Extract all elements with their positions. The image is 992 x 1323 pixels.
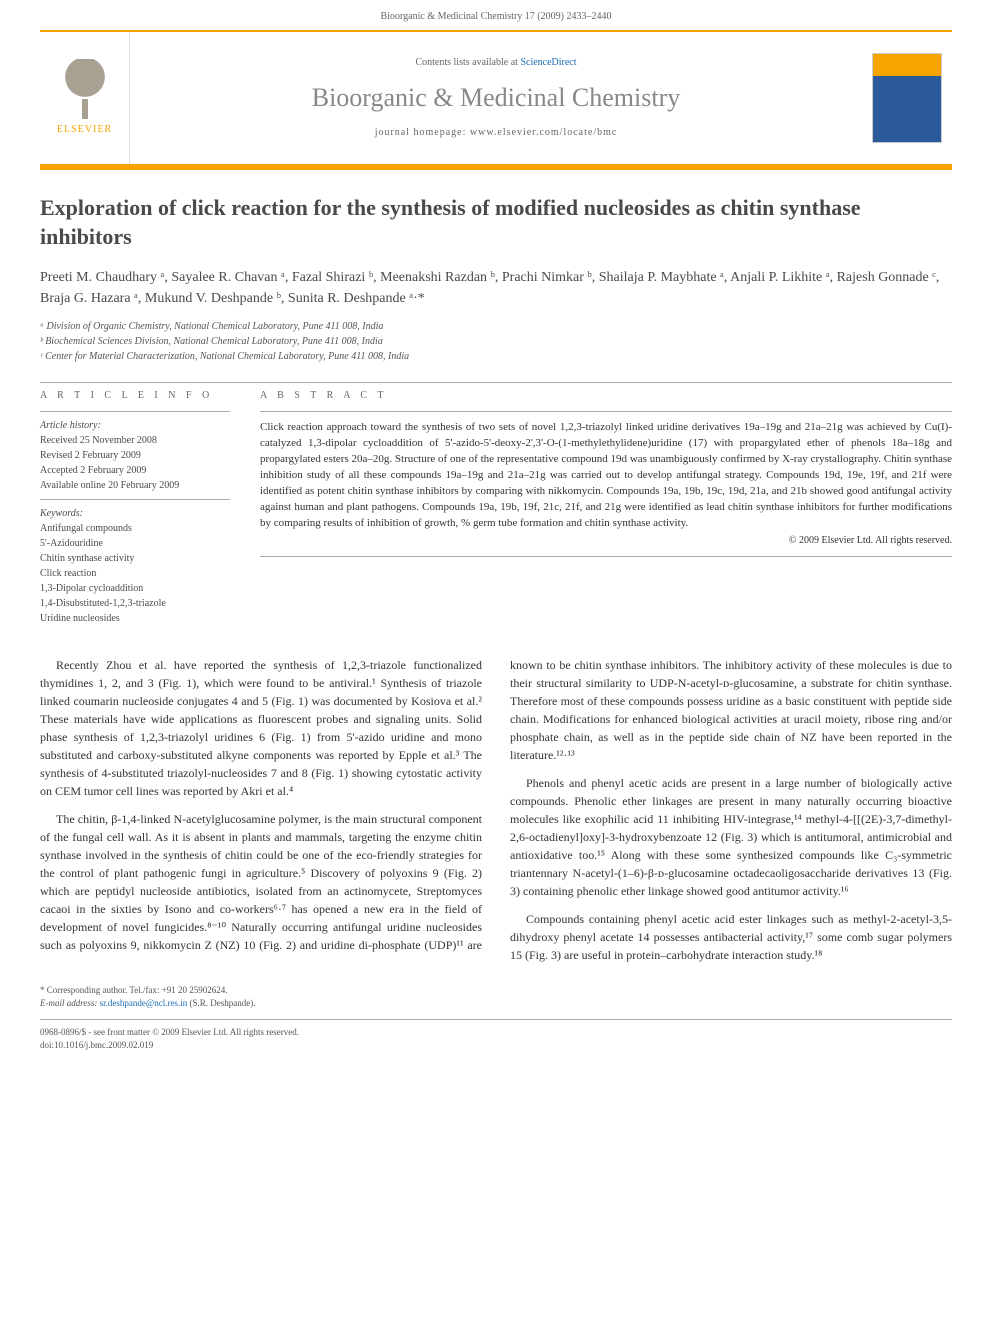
keyword-item: Click reaction [40, 566, 230, 581]
article-body: Recently Zhou et al. have reported the s… [40, 656, 952, 964]
footer-right [514, 1026, 952, 1051]
journal-cover-thumbnail [872, 53, 942, 143]
abstract-body: Click reaction approach toward the synth… [260, 411, 952, 557]
keyword-item: Antifungal compounds [40, 521, 230, 536]
body-paragraph-3: Phenols and phenyl acetic acids are pres… [510, 774, 952, 900]
history-label: Article history: [40, 418, 230, 433]
corresponding-email[interactable]: sr.deshpande@ncl.res.in [100, 998, 188, 1008]
abstract-copyright: © 2009 Elsevier Ltd. All rights reserved… [260, 534, 952, 549]
corresponding-line1: * Corresponding author. Tel./fax: +91 20… [40, 984, 952, 997]
abstract-column: A B S T R A C T Click reaction approach … [260, 383, 952, 632]
abstract-heading: A B S T R A C T [260, 389, 952, 403]
homepage-url[interactable]: www.elsevier.com/locate/bmc [470, 127, 617, 138]
body-paragraph-4: Compounds containing phenyl acetic acid … [510, 910, 952, 964]
homepage-prefix: journal homepage: [375, 127, 470, 138]
journal-homepage: journal homepage: www.elsevier.com/locat… [140, 126, 852, 140]
running-header: Bioorganic & Medicinal Chemistry 17 (200… [0, 0, 992, 30]
affiliations: ᵃ Division of Organic Chemistry, Nationa… [40, 319, 952, 364]
info-abstract-row: A R T I C L E I N F O Article history: R… [40, 382, 952, 632]
keyword-item: 1,4-Disubstituted-1,2,3-triazole [40, 596, 230, 611]
sciencedirect-link[interactable]: ScienceDirect [520, 57, 576, 68]
journal-masthead: ELSEVIER Contents lists available at Sci… [40, 30, 952, 170]
history-online: Available online 20 February 2009 [40, 478, 230, 493]
contents-available: Contents lists available at ScienceDirec… [140, 56, 852, 70]
affiliation-a: ᵃ Division of Organic Chemistry, Nationa… [40, 319, 952, 334]
abstract-text: Click reaction approach toward the synth… [260, 421, 952, 529]
affiliation-c: ᶜ Center for Material Characterization, … [40, 349, 952, 364]
keywords-label: Keywords: [40, 506, 230, 521]
keywords-block: Keywords: Antifungal compounds 5'-Azidou… [40, 499, 230, 632]
corresponding-author-note: * Corresponding author. Tel./fax: +91 20… [40, 984, 952, 1009]
keyword-item: Chitin synthase activity [40, 551, 230, 566]
history-received: Received 25 November 2008 [40, 433, 230, 448]
elsevier-tree-icon [60, 59, 110, 119]
footer-left: 0968-0896/$ - see front matter © 2009 El… [40, 1026, 478, 1051]
history-accepted: Accepted 2 February 2009 [40, 463, 230, 478]
keyword-item: Uridine nucleosides [40, 611, 230, 626]
article-info-heading: A R T I C L E I N F O [40, 389, 230, 403]
affiliation-b: ᵇ Biochemical Sciences Division, Nationa… [40, 334, 952, 349]
page-footer: 0968-0896/$ - see front matter © 2009 El… [40, 1019, 952, 1051]
corresponding-suffix: (S.R. Deshpande). [187, 998, 255, 1008]
footer-copyright: 0968-0896/$ - see front matter © 2009 El… [40, 1026, 478, 1039]
article-title: Exploration of click reaction for the sy… [40, 194, 952, 251]
publisher-name: ELSEVIER [57, 123, 112, 137]
publisher-logo: ELSEVIER [40, 32, 130, 164]
author-list: Preeti M. Chaudhary ᵃ, Sayalee R. Chavan… [40, 267, 952, 309]
keyword-item: 5'-Azidouridine [40, 536, 230, 551]
journal-center: Contents lists available at ScienceDirec… [130, 46, 862, 150]
body-paragraph-1: Recently Zhou et al. have reported the s… [40, 656, 482, 800]
email-label: E-mail address: [40, 998, 100, 1008]
history-revised: Revised 2 February 2009 [40, 448, 230, 463]
article-info-column: A R T I C L E I N F O Article history: R… [40, 383, 230, 632]
article-history-block: Article history: Received 25 November 20… [40, 411, 230, 499]
keyword-item: 1,3-Dipolar cycloaddition [40, 581, 230, 596]
journal-title: Bioorganic & Medicinal Chemistry [140, 80, 852, 116]
contents-prefix: Contents lists available at [415, 57, 520, 68]
footer-doi: doi:10.1016/j.bmc.2009.02.019 [40, 1039, 478, 1052]
